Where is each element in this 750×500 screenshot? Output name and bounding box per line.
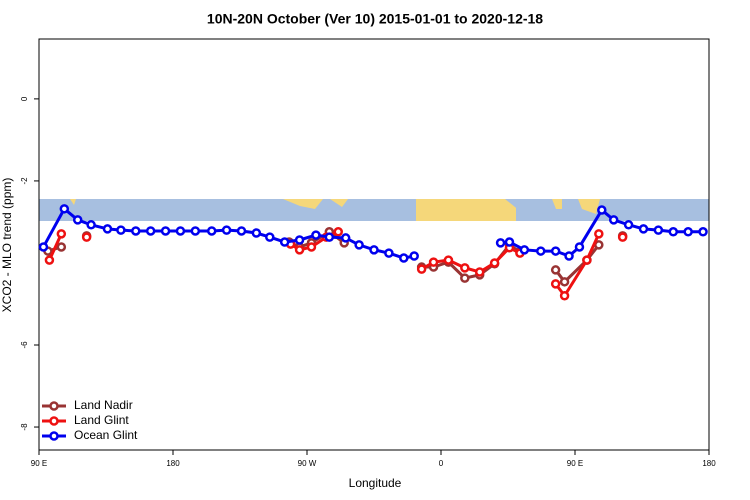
data-point — [668, 227, 679, 237]
data-point — [443, 255, 454, 265]
data-point — [206, 226, 217, 236]
legend-marker — [49, 416, 59, 426]
x-axis-label: Longitude — [349, 476, 402, 490]
data-point — [519, 245, 530, 255]
x-tick-label: 180 — [702, 459, 716, 468]
data-point — [384, 248, 394, 258]
data-point — [81, 232, 92, 242]
data-point — [495, 238, 506, 248]
series-line — [48, 232, 623, 282]
data-point — [251, 228, 262, 238]
data-point — [59, 204, 70, 214]
data-point — [145, 226, 156, 236]
y-axis-label: XCO2 - MLO trend (ppm) — [0, 178, 14, 313]
data-point — [221, 225, 232, 235]
data-point — [102, 224, 113, 234]
x-tick-label: 90 W — [298, 459, 317, 468]
data-point — [190, 226, 201, 236]
data-point — [559, 291, 570, 301]
data-point — [279, 237, 290, 247]
legend-marker — [49, 401, 59, 411]
data-point — [409, 251, 419, 261]
data-point — [489, 258, 500, 268]
map-band — [39, 199, 709, 221]
legend-label: Ocean Glint — [74, 428, 138, 442]
data-point — [597, 205, 607, 215]
data-point — [369, 245, 379, 255]
y-tick-label: -8 — [20, 423, 29, 431]
x-tick-label: 180 — [166, 459, 180, 468]
data-point — [559, 277, 570, 287]
legend-label: Land Glint — [74, 413, 129, 427]
data-point — [333, 227, 344, 237]
data-point — [160, 226, 171, 236]
data-point — [582, 255, 592, 265]
data-point — [536, 246, 546, 256]
data-point — [86, 220, 96, 230]
data-point — [638, 224, 649, 234]
y-tick-label: -2 — [20, 177, 29, 185]
data-point — [340, 233, 351, 243]
data-point — [399, 253, 409, 263]
data-point — [294, 245, 305, 255]
data-point — [564, 251, 574, 261]
data-point — [683, 227, 693, 237]
data-point — [72, 215, 83, 225]
data-point — [44, 255, 55, 265]
data-point — [416, 264, 427, 274]
series-line — [49, 232, 622, 296]
legend-label: Land Nadir — [74, 398, 133, 412]
data-point — [617, 232, 628, 242]
data-point — [608, 215, 619, 225]
y-tick-label: 0 — [20, 96, 29, 101]
data-point — [236, 226, 247, 236]
data-point — [623, 220, 634, 230]
y-tick-label: -6 — [20, 341, 29, 349]
data-point — [550, 265, 561, 275]
data-point — [306, 242, 317, 252]
data-point — [311, 230, 321, 240]
data-point — [550, 279, 561, 289]
data-point — [324, 232, 335, 242]
data-point — [474, 267, 485, 277]
data-point — [56, 229, 67, 239]
data-point — [504, 237, 515, 247]
x-tick-label: 90 E — [31, 459, 47, 468]
data-point — [653, 225, 664, 235]
data-point — [265, 232, 275, 242]
data-point — [116, 225, 126, 235]
data-point — [131, 226, 141, 236]
data-point — [460, 273, 470, 283]
data-point — [460, 263, 470, 273]
x-tick-label: 90 E — [567, 459, 583, 468]
data-point — [38, 242, 49, 252]
x-tick-label: 0 — [439, 459, 444, 468]
data-point — [550, 246, 561, 256]
data-point — [354, 240, 364, 250]
data-point — [698, 227, 708, 237]
chart-title: 10N-20N October (Ver 10) 2015-01-01 to 2… — [207, 11, 543, 27]
data-point — [574, 242, 585, 252]
legend-marker — [49, 431, 59, 441]
data-point — [294, 235, 305, 245]
data-point — [428, 257, 439, 267]
data-point — [175, 226, 186, 236]
plot-frame — [38, 38, 710, 451]
data-point — [594, 229, 604, 239]
data-point — [594, 240, 604, 250]
data-point — [56, 242, 67, 252]
